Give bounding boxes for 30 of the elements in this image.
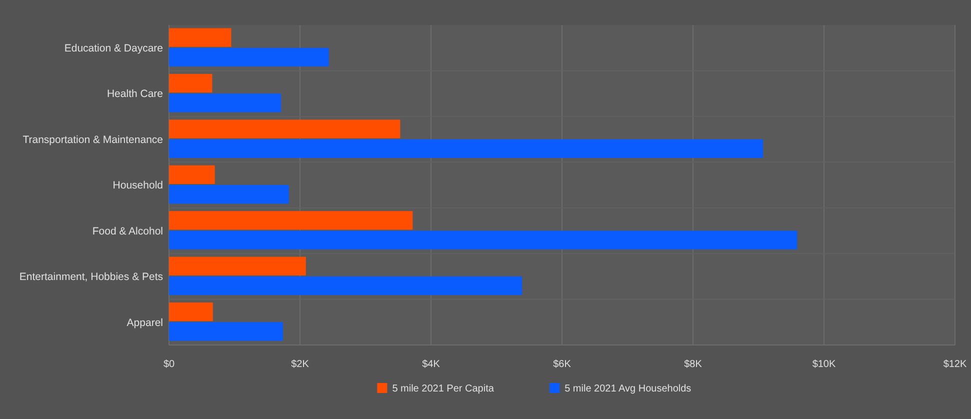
y-tick-label: Education & Daycare [64, 42, 164, 55]
y-tick-label: Health Care [106, 88, 164, 100]
bar [169, 94, 282, 112]
bar [169, 302, 213, 322]
y-tick-label: Food & Alcohol [92, 225, 163, 238]
bar [169, 185, 289, 204]
y-tick-label: Transportation & Maintenance [22, 134, 164, 146]
bar [169, 28, 232, 47]
x-tick-label: $6K [553, 359, 572, 370]
bar [169, 74, 212, 93]
bar [169, 322, 283, 341]
legend-label: 5 mile 2021 Per Capita [392, 384, 494, 394]
bar [169, 139, 764, 158]
bar [169, 211, 413, 230]
bar [169, 276, 522, 296]
x-tick-label: $4K [422, 359, 440, 370]
bar [169, 256, 306, 276]
x-tick-label: $8K [684, 359, 702, 370]
x-tick-label: $2K [291, 359, 310, 370]
bar [169, 165, 215, 184]
x-tick-label: $12K [943, 359, 968, 370]
x-tick-label: $10K [812, 359, 836, 370]
y-tick-label: Household [112, 180, 164, 192]
bar [169, 120, 400, 138]
bar [169, 230, 798, 250]
bar [169, 48, 329, 67]
y-tick-label: Apparel [126, 316, 163, 329]
legend-label: 5 mile 2021 Avg Households [564, 384, 692, 394]
x-tick-label: $0 [163, 359, 175, 370]
y-tick-label: Entertainment, Hobbies & Pets [19, 271, 163, 284]
